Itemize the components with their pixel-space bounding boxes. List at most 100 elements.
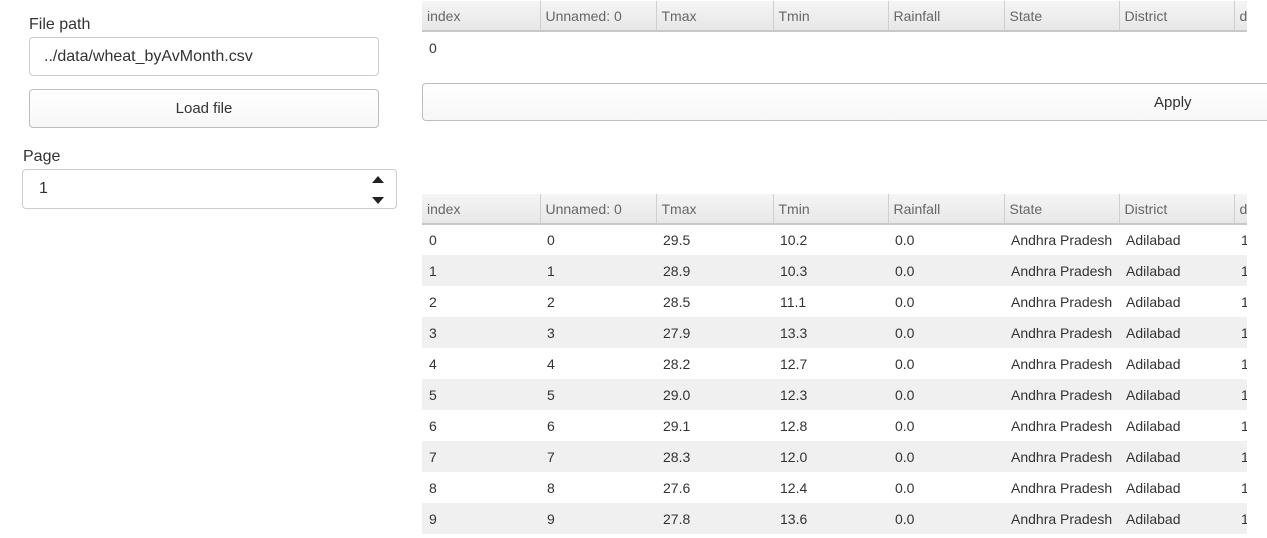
decrement-arrow-icon[interactable] <box>372 197 384 204</box>
data-table-column-header[interactable]: Rainfall <box>888 194 1005 225</box>
filter-table-cell <box>1234 31 1247 63</box>
data-table-cell: Adilabad <box>1119 503 1234 534</box>
data-table-cell: 2 <box>429 293 437 310</box>
data-table-cell: 8 <box>429 479 437 496</box>
data-table-cell: 12.4 <box>780 479 808 496</box>
data-table-cell: 28.3 <box>656 441 773 472</box>
data-table-cell: 1 <box>1234 255 1247 286</box>
data-table-cell: 11.1 <box>780 293 807 310</box>
page-value: 1 <box>39 180 48 197</box>
filter-table-column-header[interactable]: Unnamed: 0 <box>540 1 657 32</box>
data-table: index Unnamed: 0 Tmax Tmin Rainfall State Dist… <box>422 194 1247 538</box>
data-table-column-header[interactable]: State <box>1004 194 1120 225</box>
data-table-column-header[interactable]: Unnamed: 0 <box>540 194 657 225</box>
filter-table-column-header[interactable]: Rainfall <box>888 1 1005 32</box>
page-stepper[interactable] <box>370 176 386 204</box>
data-table-cell: 10.3 <box>773 255 888 286</box>
load-file-button[interactable]: Load file <box>29 89 379 128</box>
data-table-cell: 0 <box>547 232 555 248</box>
data-table-cell: 29.1 <box>663 417 691 434</box>
data-table-row[interactable]: 6 6 29.1 12.8 0.0 Andhra Pradesh Adilabad 1 <box>422 410 1247 441</box>
data-table-column-header[interactable]: District <box>1119 194 1235 225</box>
data-table-row[interactable]: 9 9 27.8 13.6 0.0 Andhra Pradesh Adilabad 1 <box>422 503 1247 534</box>
data-table-cell: Andhra Pradesh <box>1004 379 1119 410</box>
filter-table-column-header[interactable]: District <box>1119 1 1235 32</box>
filter-table-cell <box>540 31 656 63</box>
data-table-cell: 29.5 <box>663 232 691 248</box>
data-table-cell: Adilabad <box>1126 355 1181 372</box>
data-table-cell: 27.6 <box>663 479 691 496</box>
filter-table-row[interactable]: 0 <box>422 31 1247 63</box>
apply-button[interactable]: Apply <box>422 83 1267 121</box>
data-table-cell: 8 <box>547 479 555 496</box>
data-table-cell: 10.2 <box>780 232 808 248</box>
data-table-cell: 13.3 <box>773 317 888 348</box>
data-table-row[interactable]: 5 5 29.0 12.3 0.0 Andhra Pradesh Adilabad 1 <box>422 379 1247 410</box>
filter-table-cell <box>656 31 773 63</box>
filter-table-column-header[interactable]: Tmin <box>773 1 889 32</box>
data-table-cell: 5 <box>540 379 656 410</box>
data-table-cell: 2 <box>547 293 555 310</box>
page-label: Page <box>23 148 61 165</box>
file-path-value: ../data/wheat_byAvMonth.csv <box>44 47 253 65</box>
increment-arrow-icon[interactable] <box>372 176 384 183</box>
filter-table: index Unnamed: 0 Tmax Tmin Rainfall State Dist… <box>422 1 1247 63</box>
filter-table-column-header[interactable]: Tmax <box>656 1 774 32</box>
data-table-cell: 0.0 <box>895 232 915 248</box>
data-table-cell: 6 <box>429 417 437 434</box>
data-table-cell: 7 <box>422 441 540 472</box>
data-table-cell: 1 <box>1241 355 1247 372</box>
data-table-row[interactable]: 2 2 28.5 11.1 0.0 Andhra Pradesh Adilabad 1 <box>422 286 1247 317</box>
data-table-cell: 28.5 <box>663 293 691 310</box>
data-table-cell: 1 <box>1234 441 1247 472</box>
filter-table-cell <box>888 31 1004 63</box>
data-table-cell: Adilabad <box>1126 479 1181 496</box>
data-table-cell: Adilabad <box>1126 417 1181 434</box>
data-table-cell: 27.9 <box>656 317 773 348</box>
data-table-cell: 3 <box>422 317 540 348</box>
filter-table-column-header[interactable]: index <box>422 1 541 32</box>
data-table-column-header[interactable]: Tmax <box>656 194 774 225</box>
data-table-cell: 0.0 <box>895 293 915 310</box>
data-table-row[interactable]: 1 1 28.9 10.3 0.0 Andhra Pradesh Adilabad 1 <box>422 255 1247 286</box>
data-table-cell: 1 <box>1241 417 1247 434</box>
data-table-cell: 1 <box>1234 379 1247 410</box>
data-table-cell: 0.0 <box>895 479 915 496</box>
data-table-row[interactable]: 8 8 27.6 12.4 0.0 Andhra Pradesh Adilabad 1 <box>422 472 1247 503</box>
data-table-cell: 12.7 <box>780 355 808 372</box>
data-table-cell: 12.8 <box>780 417 808 434</box>
data-table-cell: 0.0 <box>888 255 1004 286</box>
data-table-cell: 12.3 <box>773 379 888 410</box>
data-table-cell: Adilabad <box>1126 232 1181 248</box>
data-table-cell: 1 <box>540 255 656 286</box>
data-table-cell: 6 <box>547 417 555 434</box>
data-table-row[interactable]: 0 0 29.5 10.2 0.0 Andhra Pradesh Adilabad 1 <box>422 224 1247 255</box>
data-table-cell: 0.0 <box>888 441 1004 472</box>
data-table-cell: Adilabad <box>1119 317 1234 348</box>
data-table-cell: Andhra Pradesh <box>1004 441 1119 472</box>
file-path-input[interactable]: ../data/wheat_byAvMonth.csv <box>29 37 379 76</box>
data-table-cell: Andhra Pradesh <box>1011 479 1113 496</box>
data-table-cell: 12.0 <box>773 441 888 472</box>
data-table-cell: 0.0 <box>895 417 915 434</box>
data-table-row[interactable]: 7 7 28.3 12.0 0.0 Andhra Pradesh Adilabad 1 <box>422 441 1247 472</box>
filter-table-column-header[interactable]: State <box>1004 1 1120 32</box>
data-table-cell: Andhra Pradesh <box>1004 503 1119 534</box>
filter-table-cell: 0 <box>429 39 437 56</box>
data-table-cell: 4 <box>429 355 437 372</box>
filter-table-cell <box>773 31 888 63</box>
data-table-cell: 0.0 <box>888 379 1004 410</box>
data-table-column-header[interactable]: da <box>1234 194 1247 225</box>
data-table-row[interactable]: 3 3 27.9 13.3 0.0 Andhra Pradesh Adilabad 1 <box>422 317 1247 348</box>
data-table-cell: 28.9 <box>656 255 773 286</box>
page-number-input[interactable]: 1 <box>22 169 397 209</box>
data-table-cell: 0.0 <box>895 355 915 372</box>
data-table-cell: Adilabad <box>1119 255 1234 286</box>
data-table-cell: Adilabad <box>1119 441 1234 472</box>
data-table-cell: Andhra Pradesh <box>1011 293 1113 310</box>
data-table-column-header[interactable]: Tmin <box>773 194 889 225</box>
filter-table-column-header[interactable]: da <box>1234 1 1247 32</box>
data-table-column-header[interactable]: index <box>422 194 541 225</box>
data-table-cell: 1 <box>1234 503 1247 534</box>
data-table-row[interactable]: 4 4 28.2 12.7 0.0 Andhra Pradesh Adilabad 1 <box>422 348 1247 379</box>
